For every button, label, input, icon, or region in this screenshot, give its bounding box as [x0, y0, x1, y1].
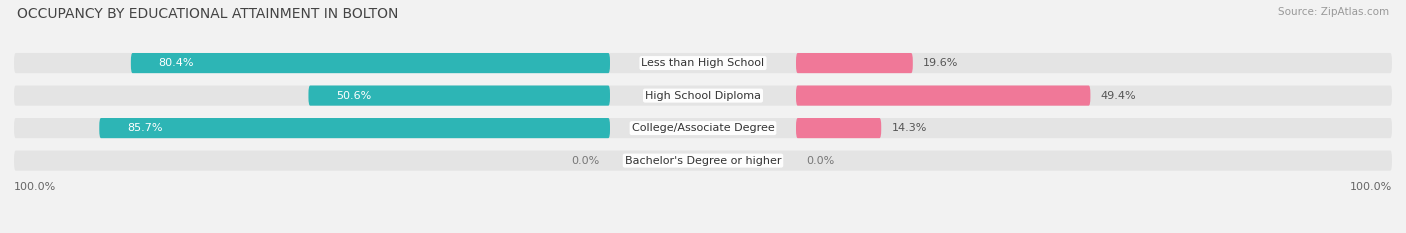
FancyBboxPatch shape: [14, 151, 1392, 171]
FancyBboxPatch shape: [796, 53, 912, 73]
Text: 80.4%: 80.4%: [159, 58, 194, 68]
Text: Less than High School: Less than High School: [641, 58, 765, 68]
Text: 100.0%: 100.0%: [1350, 182, 1392, 192]
FancyBboxPatch shape: [14, 53, 1392, 73]
Text: 85.7%: 85.7%: [127, 123, 162, 133]
Text: 0.0%: 0.0%: [571, 156, 599, 166]
Text: High School Diploma: High School Diploma: [645, 91, 761, 101]
FancyBboxPatch shape: [796, 118, 882, 138]
Text: 100.0%: 100.0%: [14, 182, 56, 192]
Text: 14.3%: 14.3%: [891, 123, 927, 133]
Text: 19.6%: 19.6%: [924, 58, 959, 68]
FancyBboxPatch shape: [100, 118, 610, 138]
FancyBboxPatch shape: [796, 86, 1091, 106]
Text: 50.6%: 50.6%: [336, 91, 371, 101]
Text: 49.4%: 49.4%: [1101, 91, 1136, 101]
Text: OCCUPANCY BY EDUCATIONAL ATTAINMENT IN BOLTON: OCCUPANCY BY EDUCATIONAL ATTAINMENT IN B…: [17, 7, 398, 21]
FancyBboxPatch shape: [131, 53, 610, 73]
Text: Source: ZipAtlas.com: Source: ZipAtlas.com: [1278, 7, 1389, 17]
Text: 0.0%: 0.0%: [807, 156, 835, 166]
FancyBboxPatch shape: [14, 86, 1392, 106]
FancyBboxPatch shape: [308, 86, 610, 106]
Text: College/Associate Degree: College/Associate Degree: [631, 123, 775, 133]
Text: Bachelor's Degree or higher: Bachelor's Degree or higher: [624, 156, 782, 166]
FancyBboxPatch shape: [14, 118, 1392, 138]
Legend: Owner-occupied, Renter-occupied: Owner-occupied, Renter-occupied: [581, 230, 825, 233]
